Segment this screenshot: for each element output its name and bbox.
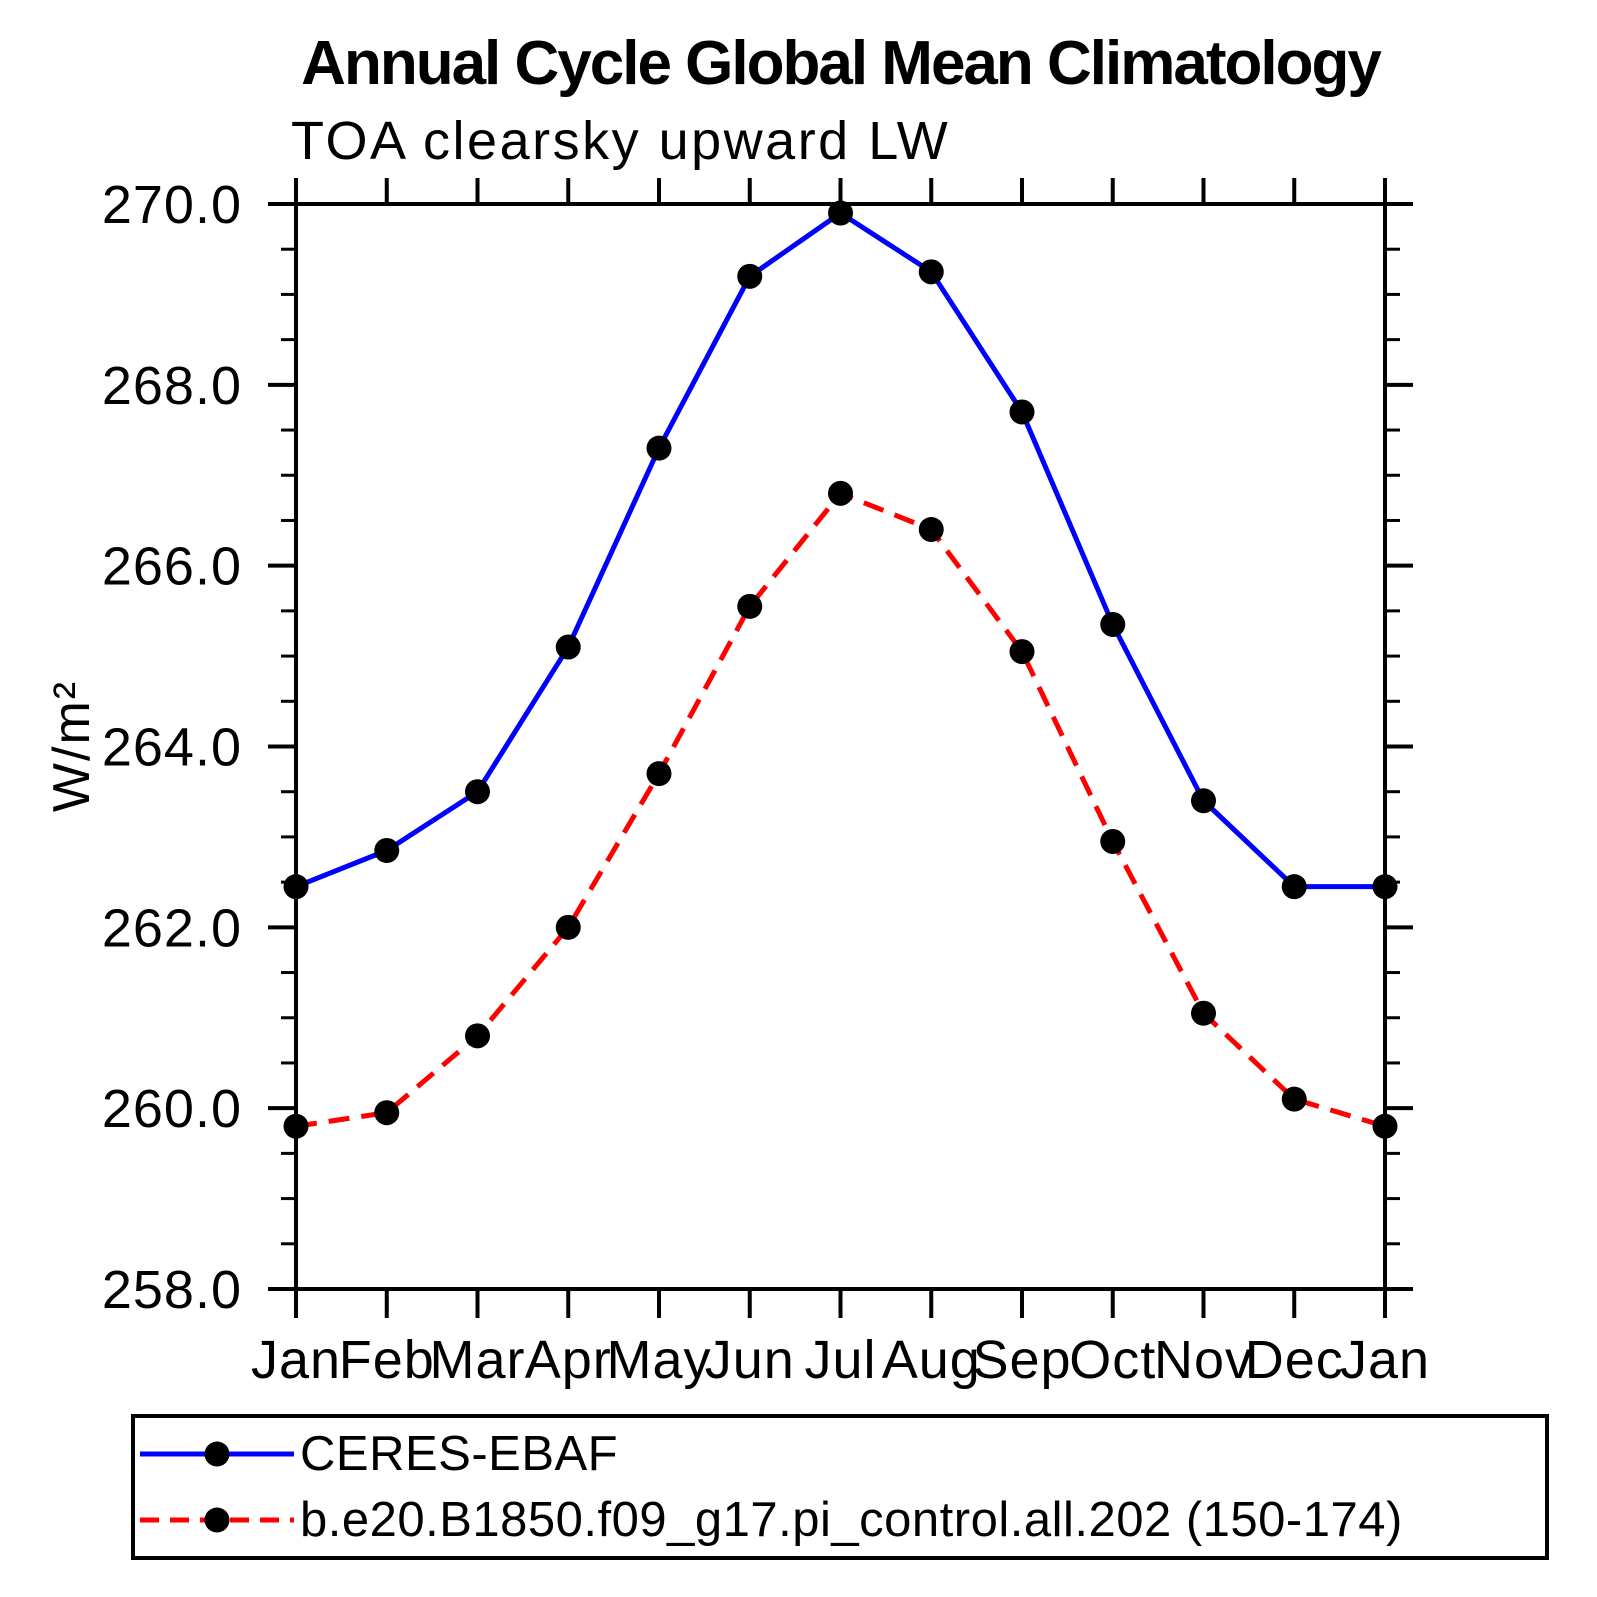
legend-item-model-run: b.e20.B1850.f09_g17.pi_control.all.202 (… bbox=[137, 1490, 1543, 1550]
x-tick-label: Oct bbox=[1069, 1330, 1156, 1390]
x-tick-label: Feb bbox=[339, 1330, 435, 1390]
series-0-marker bbox=[646, 435, 672, 461]
legend-marker-0 bbox=[204, 1441, 230, 1467]
y-tick-label: 262.0 bbox=[102, 898, 242, 958]
series-0-marker bbox=[918, 259, 944, 285]
series-0-marker bbox=[1191, 788, 1216, 814]
series-0-marker bbox=[1100, 611, 1126, 637]
legend-label-model-run: b.e20.B1850.f09_g17.pi_control.all.202 (… bbox=[300, 1493, 1403, 1547]
series-line-1 bbox=[295, 490, 1386, 1129]
series-1-marker bbox=[918, 517, 944, 542]
y-tick-label: 258.0 bbox=[102, 1260, 242, 1320]
series-1-marker bbox=[1009, 639, 1035, 665]
series-line-0 bbox=[295, 210, 1385, 890]
series-0-marker bbox=[374, 837, 400, 863]
series-1-marker bbox=[737, 593, 763, 619]
legend: CERES-EBAF b.e20.B1850.f09_g17.pi_contro… bbox=[131, 1414, 1549, 1560]
x-tick-label: Jan bbox=[1340, 1330, 1430, 1390]
series-1-marker bbox=[465, 1023, 490, 1049]
series-1-marker bbox=[374, 1100, 400, 1126]
series-0-marker bbox=[828, 200, 853, 226]
series-1-marker bbox=[646, 761, 672, 787]
series-0-marker bbox=[465, 779, 490, 805]
x-tick-label: Jun bbox=[705, 1330, 795, 1390]
x-tick-label: Sep bbox=[972, 1330, 1071, 1390]
chart-subtitle: TOA clearsky upward LW bbox=[291, 111, 951, 171]
series-1-marker bbox=[283, 1113, 309, 1139]
series-0-marker bbox=[555, 634, 581, 660]
legend-item-ceres-ebaf: CERES-EBAF bbox=[137, 1424, 1543, 1484]
series-1-marker bbox=[1191, 1000, 1216, 1026]
legend-label-ceres-ebaf: CERES-EBAF bbox=[300, 1427, 619, 1481]
legend-line-sample-ceres-ebaf bbox=[140, 1441, 294, 1467]
series-1-marker bbox=[828, 480, 853, 506]
x-tick-label: May bbox=[606, 1330, 711, 1390]
series-0-marker bbox=[1281, 874, 1307, 900]
y-tick-label: 270.0 bbox=[102, 175, 242, 235]
series-0-marker bbox=[1009, 399, 1035, 425]
plot-frame bbox=[294, 202, 1387, 1291]
series-1-marker bbox=[555, 914, 581, 940]
y-tick-label: 268.0 bbox=[102, 356, 242, 416]
series-1-marker bbox=[1372, 1113, 1398, 1139]
chart-title: Annual Cycle Global Mean Climatology bbox=[301, 29, 1382, 98]
series-1-marker bbox=[1100, 828, 1126, 854]
series-0-marker bbox=[1372, 874, 1398, 900]
y-tick-label: 264.0 bbox=[102, 718, 242, 778]
x-tick-label: Jul bbox=[804, 1330, 876, 1390]
y-tick-label: 260.0 bbox=[102, 1079, 242, 1139]
y-tick-label: 266.0 bbox=[102, 537, 242, 597]
x-tick-label: Dec bbox=[1245, 1330, 1344, 1390]
x-tick-label: Jan bbox=[251, 1330, 341, 1390]
legend-marker-1 bbox=[204, 1507, 230, 1533]
x-tick-label: Apr bbox=[525, 1330, 612, 1390]
x-tick-label: Aug bbox=[882, 1330, 981, 1390]
series-0-marker bbox=[283, 874, 309, 900]
series-1-marker bbox=[1281, 1086, 1307, 1112]
series-0-marker bbox=[737, 263, 763, 289]
legend-line-sample-model-run bbox=[140, 1507, 294, 1533]
x-tick-label: Mar bbox=[430, 1330, 526, 1390]
x-tick-label: Nov bbox=[1154, 1330, 1253, 1390]
